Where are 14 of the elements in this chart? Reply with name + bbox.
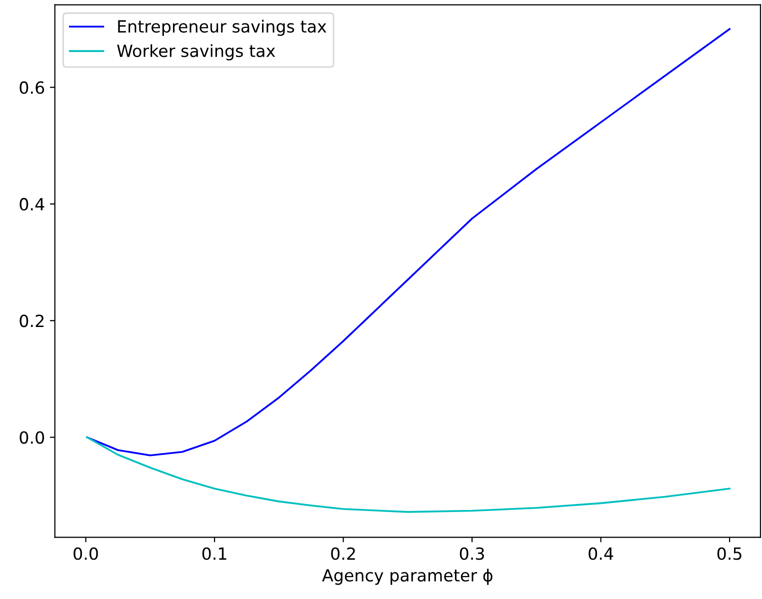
x-tick-label: 0.1 (202, 547, 226, 560)
x-tick-label: 0.3 (460, 547, 484, 560)
y-tick-label: 0.4 (20, 198, 44, 211)
x-tick-label: 0.2 (331, 547, 355, 560)
x-axis-title: Agency parameter ϕ (322, 568, 492, 585)
legend-label: Worker savings tax (117, 44, 276, 60)
x-tick-label: 0.4 (588, 547, 614, 560)
y-tick-label: 0.0 (20, 431, 44, 444)
x-tick-label: 0.5 (717, 547, 742, 560)
x-tick-label: 0.0 (74, 547, 98, 560)
y-tick-label: 0.2 (20, 314, 44, 328)
y-tick-label: 0.6 (20, 81, 44, 94)
line-series (86, 436, 730, 513)
legend-label: Entrepreneur savings tax (118, 20, 326, 36)
